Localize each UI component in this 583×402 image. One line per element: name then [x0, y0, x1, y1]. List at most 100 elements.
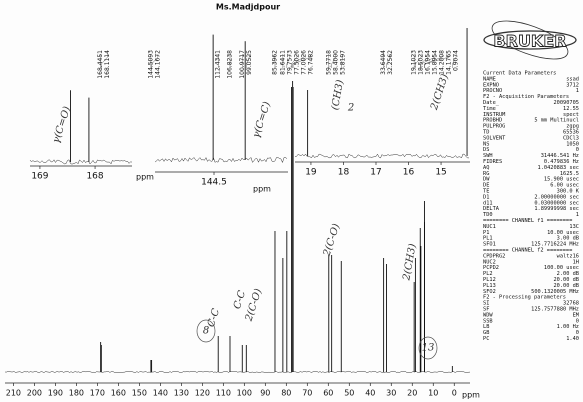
x-axis-label: ppm [253, 185, 271, 194]
param-value: 32768 [563, 301, 579, 307]
param-key: TE [483, 189, 489, 195]
param-key: SI [483, 301, 489, 307]
param-value: 20090705 [553, 100, 579, 106]
peak-label-connector [292, 54, 305, 68]
logo-text: BRUKER [493, 32, 566, 51]
param-key: LB [483, 324, 489, 330]
handwritten-note: 8 [203, 326, 209, 337]
param-key: NUC1 [483, 224, 496, 230]
x-tick-label: 150 [132, 389, 147, 398]
x-tick-label: 10 [428, 389, 438, 398]
param-key: PL12 [483, 277, 496, 283]
peak-label-connector [341, 54, 343, 68]
x-tick-label: 130 [174, 389, 189, 398]
param-heading: F2 - Acquisition Parameters [483, 94, 569, 100]
param-heading: F2 - Processing parameters [483, 295, 566, 301]
param-key: CPDPRG2 [483, 253, 505, 259]
peak-label-connector [291, 54, 298, 68]
param-key: NAME [483, 76, 496, 82]
x-tick-label: 110 [216, 389, 231, 398]
peak-label-connector [420, 54, 429, 68]
param-value: zgpg [566, 124, 579, 130]
peak-label: 14.1765 [446, 50, 453, 75]
param-key: SOLVENT [483, 135, 506, 141]
x-tick-label: 180 [69, 389, 84, 398]
x-tick-label: 140 [153, 389, 168, 398]
param-value: 2.00000000 sec [534, 194, 579, 200]
param-value: EM [573, 312, 579, 318]
param-key: PL2 [483, 271, 493, 277]
param-key: TD0 [483, 212, 493, 218]
param-key: NS [483, 141, 489, 147]
param-key: PL13 [483, 283, 496, 289]
param-key: SF [483, 307, 489, 313]
param-value: 10.00 usec [547, 230, 579, 236]
peak-label-connector [151, 54, 159, 68]
baseline-noise [4, 370, 471, 374]
param-key: DS [483, 147, 489, 153]
param-value: 20.00 dB [553, 277, 579, 283]
param-value: spect [563, 112, 579, 118]
param-value: CDCl3 [563, 135, 579, 141]
peak-label-connector [286, 54, 291, 68]
param-value: 500.1320005 MHz [531, 289, 579, 295]
x-tick-label: 90 [260, 389, 270, 398]
peak-label: 76.7482 [307, 50, 314, 75]
param-key: DE [483, 183, 489, 189]
x-tick-label: 100 [237, 389, 252, 398]
param-key: PC [483, 336, 489, 342]
baseline-noise [294, 153, 469, 159]
peak-label: 168.1114 [104, 50, 111, 79]
x-tick-label: 40 [365, 389, 375, 398]
param-key: SFO2 [483, 289, 496, 295]
peak-label-connector [420, 54, 436, 68]
peak-label: 77.0026 [300, 50, 307, 75]
peak-label-connector [415, 54, 422, 68]
param-value: 0 [576, 330, 579, 336]
peak-label: 0.9074 [453, 50, 460, 71]
param-value: 125.7716224 MHz [531, 242, 579, 248]
x-tick-label: 169 [31, 172, 48, 182]
param-key: PCPD2 [483, 265, 499, 271]
param-value: ssad [566, 76, 579, 82]
x-axis-label: ppm [462, 391, 480, 400]
param-key: PROCNO [483, 88, 502, 94]
param-value: 0.479836 Hz [544, 159, 579, 165]
logo-orbit [491, 20, 569, 60]
x-axis-label: ppm [136, 173, 154, 182]
param-value: 6.00 usec [550, 183, 579, 189]
param-value: waltz16 [557, 253, 579, 259]
x-tick-label: 0 [452, 389, 457, 398]
param-key: Date_ [483, 100, 500, 106]
bruker-logo: BRUKER [483, 20, 577, 60]
param-key: NUC2 [483, 259, 496, 265]
x-tick-label: 210 [6, 389, 21, 398]
param-key: P1 [483, 230, 489, 236]
param-key: SSB [483, 318, 493, 324]
peak-label: 53.8197 [339, 50, 346, 75]
param-key: AQ [483, 165, 489, 171]
peak-label: 14.2008 [439, 50, 446, 75]
x-tick-label: 170 [90, 389, 105, 398]
param-value: 100.00 usec [544, 265, 579, 271]
x-tick-label: 160 [111, 389, 126, 398]
handwritten-note: (CH3) [330, 79, 346, 111]
peak-label-connector [246, 54, 250, 68]
param-key: d11 [483, 200, 493, 206]
param-key: EXPNO [483, 82, 499, 88]
param-heading: ======== CHANNEL f2 ======== [483, 248, 572, 254]
param-heading: Current Data Parameters [483, 71, 556, 77]
param-value: 300.0 K [557, 189, 580, 195]
param-value: 0 [576, 147, 579, 153]
param-key: PULPROG [483, 124, 505, 130]
x-tick-label: 200 [27, 389, 42, 398]
note-circle [196, 319, 216, 343]
peak-label: 58.4000 [332, 50, 339, 75]
param-value: 125.7577880 MHz [531, 307, 579, 313]
param-value: 13C [569, 224, 579, 230]
param-value: 1.0420883 sec [538, 165, 579, 171]
peak-label: 15.8954 [432, 50, 439, 75]
param-value: 31446.541 Hz [541, 153, 579, 159]
param-heading: ======== CHANNEL f1 ======== [483, 218, 572, 224]
